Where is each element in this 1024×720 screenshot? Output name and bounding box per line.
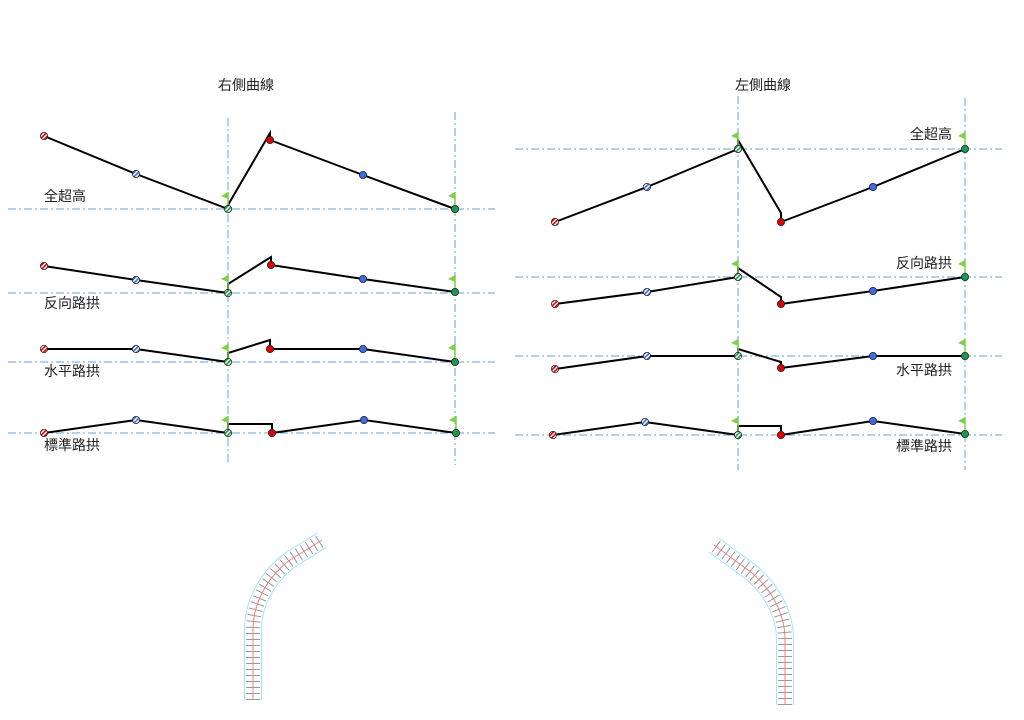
profile-segment (227, 255, 272, 293)
green-point (961, 144, 970, 153)
flag-icon (958, 260, 965, 267)
hatched-blue-point (131, 415, 140, 424)
red-point (266, 260, 275, 269)
flag-icon (221, 344, 228, 351)
red-point (265, 135, 274, 144)
hatched-green-point (734, 351, 743, 360)
flag-icon (731, 339, 738, 346)
blue-point (359, 415, 368, 424)
profile-segment (737, 136, 782, 222)
label-reverse-crown-right: 反向路拱 (44, 296, 100, 312)
hatched-red-point (40, 428, 49, 437)
flag-icon (221, 416, 228, 423)
hatched-red-point (40, 261, 49, 270)
green-point (450, 357, 459, 366)
label-full-superelevation-right: 全超高 (44, 188, 86, 205)
hatched-red-point (551, 299, 560, 308)
cross-section-profile (40, 129, 459, 213)
road-plan-right-curve (244, 532, 327, 700)
red-point (777, 299, 786, 308)
road-surface (709, 538, 793, 705)
green-point (961, 272, 970, 281)
flag-icon (448, 344, 455, 351)
profile-segment (227, 423, 273, 433)
profile-segment (737, 266, 782, 304)
centerline (252, 539, 323, 700)
hatched-blue-point (131, 344, 140, 353)
red-point (267, 428, 276, 437)
cross-section-profile (40, 255, 459, 297)
hatched-green-point (734, 430, 743, 439)
blue-point (869, 351, 878, 360)
profile-segment (227, 129, 271, 209)
hatched-blue-point (641, 417, 650, 426)
cross-section-profile (551, 339, 970, 373)
green-point (961, 351, 970, 360)
hatched-blue-point (131, 275, 140, 284)
hatched-green-point (223, 204, 232, 213)
flag-icon (731, 417, 738, 424)
flag-icon (449, 416, 456, 423)
red-point (777, 363, 786, 372)
red-point (777, 217, 786, 226)
flag-icon (221, 192, 228, 199)
hatched-green-point (734, 144, 743, 153)
red-point (265, 344, 274, 353)
label-normal-crown-right: 標準路拱 (44, 438, 100, 454)
hatched-blue-point (643, 182, 652, 191)
hatched-green-point (223, 428, 232, 437)
label-level-crown-right: 水平路拱 (44, 364, 100, 380)
profile-segment (737, 347, 782, 368)
cross-section-profile (551, 132, 970, 226)
cross-section-profile (40, 415, 460, 437)
label-level-crown-left: 水平路拱 (896, 363, 952, 379)
profile-segment (227, 338, 271, 362)
green-point (450, 287, 459, 296)
hatched-green-point (223, 357, 232, 366)
hatched-green-point (223, 288, 232, 297)
profile-segment (737, 425, 782, 435)
cross-section-profile (551, 260, 970, 308)
label-normal-crown-left: 標準路拱 (896, 439, 952, 455)
label-full-superelevation-left: 全超高 (910, 126, 952, 143)
flag-icon (221, 275, 228, 282)
flag-icon (958, 132, 965, 139)
flag-icon (958, 417, 965, 424)
red-point (777, 430, 786, 439)
flag-icon (448, 275, 455, 282)
right-curve-title: 右側曲線 (218, 78, 274, 94)
hatched-red-point (551, 364, 560, 373)
hatched-blue-point (643, 351, 652, 360)
hatched-blue-point (643, 287, 652, 296)
label-reverse-crown-left: 反向路拱 (896, 256, 952, 272)
cross-section-profile (549, 416, 970, 439)
cross-section-profile (40, 338, 459, 366)
blue-point (869, 182, 878, 191)
road-plan-left-curve (708, 537, 794, 705)
hatched-blue-point (131, 169, 140, 178)
green-point (961, 429, 970, 438)
road-surface (245, 533, 327, 700)
hatched-red-point (40, 344, 49, 353)
blue-point (358, 344, 367, 353)
blue-point (869, 416, 878, 425)
left-curve-title: 左側曲線 (735, 78, 791, 94)
hatched-green-point (734, 272, 743, 281)
flag-icon (731, 260, 738, 267)
hatched-red-point (40, 131, 49, 140)
hatched-red-point (551, 217, 560, 226)
blue-point (358, 170, 367, 179)
flag-icon (731, 132, 738, 139)
hatched-red-point (549, 430, 558, 439)
centerline (713, 544, 786, 705)
flag-icon (958, 339, 965, 346)
blue-point (358, 274, 367, 283)
green-point (450, 204, 459, 213)
blue-point (869, 286, 878, 295)
green-point (451, 428, 460, 437)
flag-icon (448, 192, 455, 199)
